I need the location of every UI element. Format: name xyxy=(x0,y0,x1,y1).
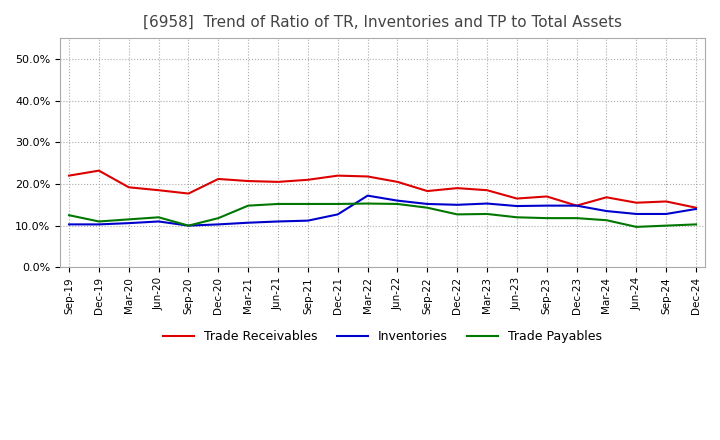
Inventories xyxy=(154,219,163,224)
Inventories xyxy=(184,223,193,228)
Trade Payables xyxy=(364,201,372,206)
Trade Receivables xyxy=(662,199,670,204)
Inventories xyxy=(393,198,402,203)
Inventories xyxy=(244,220,253,225)
Inventories xyxy=(364,193,372,198)
Trade Receivables xyxy=(423,188,432,194)
Line: Trade Receivables: Trade Receivables xyxy=(69,171,696,208)
Trade Payables xyxy=(453,212,462,217)
Inventories xyxy=(423,202,432,207)
Trade Receivables xyxy=(154,187,163,193)
Trade Receivables xyxy=(482,187,491,193)
Inventories xyxy=(482,201,491,206)
Trade Payables xyxy=(333,202,342,207)
Inventories xyxy=(125,220,133,226)
Trade Receivables xyxy=(304,177,312,183)
Trade Receivables xyxy=(125,185,133,190)
Trade Receivables xyxy=(542,194,551,199)
Inventories xyxy=(274,219,282,224)
Trade Receivables xyxy=(364,174,372,179)
Inventories xyxy=(65,222,73,227)
Trade Payables xyxy=(692,222,701,227)
Trade Receivables xyxy=(184,191,193,196)
Line: Inventories: Inventories xyxy=(69,196,696,226)
Trade Payables xyxy=(662,223,670,228)
Trade Payables xyxy=(94,219,103,224)
Inventories xyxy=(333,212,342,217)
Inventories xyxy=(94,222,103,227)
Trade Payables xyxy=(513,215,521,220)
Inventories xyxy=(304,218,312,223)
Inventories xyxy=(602,209,611,214)
Trade Payables xyxy=(154,215,163,220)
Title: [6958]  Trend of Ratio of TR, Inventories and TP to Total Assets: [6958] Trend of Ratio of TR, Inventories… xyxy=(143,15,622,30)
Legend: Trade Receivables, Inventories, Trade Payables: Trade Receivables, Inventories, Trade Pa… xyxy=(158,325,607,348)
Trade Receivables xyxy=(214,176,222,182)
Trade Payables xyxy=(393,202,402,207)
Trade Receivables xyxy=(393,179,402,184)
Trade Receivables xyxy=(244,178,253,183)
Trade Payables xyxy=(632,224,641,230)
Inventories xyxy=(453,202,462,207)
Trade Receivables xyxy=(333,173,342,178)
Trade Receivables xyxy=(632,200,641,205)
Line: Trade Payables: Trade Payables xyxy=(69,204,696,227)
Trade Receivables xyxy=(602,194,611,200)
Trade Receivables xyxy=(453,186,462,191)
Inventories xyxy=(542,203,551,208)
Trade Payables xyxy=(572,216,581,221)
Trade Payables xyxy=(65,213,73,218)
Trade Payables xyxy=(482,211,491,216)
Trade Receivables xyxy=(274,179,282,184)
Inventories xyxy=(632,211,641,216)
Trade Payables xyxy=(423,205,432,210)
Trade Receivables xyxy=(65,173,73,178)
Trade Payables xyxy=(244,203,253,208)
Trade Payables xyxy=(125,217,133,222)
Inventories xyxy=(214,222,222,227)
Trade Payables xyxy=(304,202,312,207)
Trade Receivables xyxy=(513,196,521,201)
Trade Receivables xyxy=(692,205,701,210)
Trade Payables xyxy=(274,202,282,207)
Trade Payables xyxy=(214,216,222,221)
Trade Payables xyxy=(602,217,611,223)
Trade Payables xyxy=(542,216,551,221)
Trade Receivables xyxy=(94,168,103,173)
Inventories xyxy=(572,203,581,208)
Trade Receivables xyxy=(572,203,581,208)
Inventories xyxy=(513,203,521,209)
Inventories xyxy=(662,211,670,216)
Trade Payables xyxy=(184,223,193,228)
Inventories xyxy=(692,206,701,212)
